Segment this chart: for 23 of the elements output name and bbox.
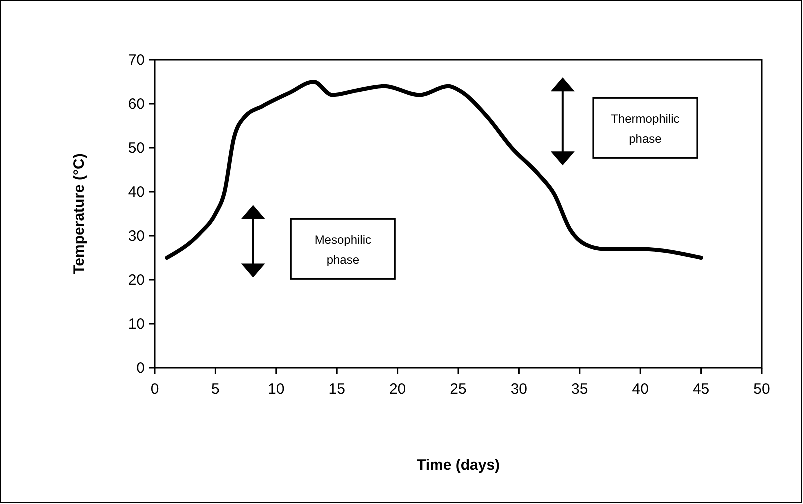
- y-tick-label: 0: [136, 360, 145, 377]
- x-tick-label: 0: [150, 381, 160, 398]
- x-tick-label: 5: [212, 381, 220, 398]
- y-tick-label: 10: [128, 316, 145, 333]
- x-tick-label: 35: [572, 381, 588, 398]
- x-tick-label: 25: [450, 381, 467, 398]
- x-tick-label: 10: [268, 381, 285, 398]
- x-axis-title: Time (days): [416, 457, 500, 474]
- x-tick-label: 20: [389, 381, 406, 398]
- y-tick-label: 70: [128, 52, 145, 69]
- annotation: Mesophilic phase: [314, 233, 372, 268]
- y-tick-label: 50: [128, 140, 145, 157]
- x-tick-label: 40: [632, 381, 649, 398]
- y-tick-label: 40: [128, 184, 145, 201]
- y-axis-title: Temperature (°C): [71, 154, 88, 274]
- x-tick-label: 30: [510, 381, 528, 398]
- y-tick-label: 30: [128, 228, 145, 245]
- x-tick-label: 50: [754, 381, 770, 398]
- y-tick-label: 60: [128, 96, 145, 113]
- annotation: Thermophilic phase: [611, 112, 680, 146]
- y-tick-label: 20: [128, 272, 145, 289]
- x-tick-label: 45: [692, 381, 710, 398]
- x-tick-label: 15: [328, 381, 346, 398]
